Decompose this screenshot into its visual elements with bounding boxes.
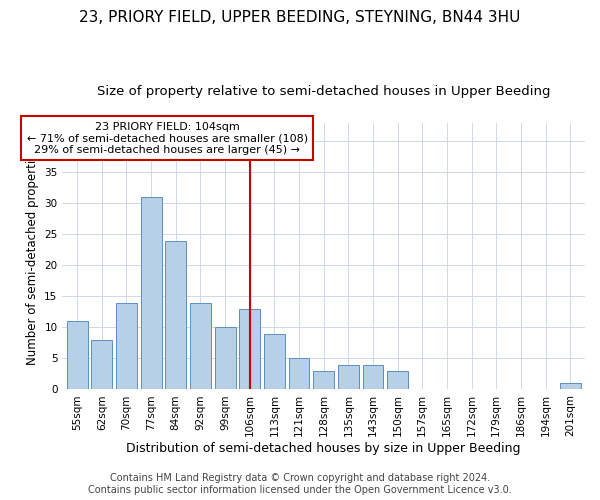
Bar: [239, 309, 260, 390]
Text: 23, PRIORY FIELD, UPPER BEEDING, STEYNING, BN44 3HU: 23, PRIORY FIELD, UPPER BEEDING, STEYNIN…: [79, 10, 521, 25]
X-axis label: Distribution of semi-detached houses by size in Upper Beeding: Distribution of semi-detached houses by …: [127, 442, 521, 455]
Bar: [67, 321, 88, 390]
Bar: [116, 302, 137, 390]
Bar: [289, 358, 310, 390]
Bar: [560, 384, 581, 390]
Bar: [338, 364, 359, 390]
Title: Size of property relative to semi-detached houses in Upper Beeding: Size of property relative to semi-detach…: [97, 85, 550, 98]
Text: Contains HM Land Registry data © Crown copyright and database right 2024.
Contai: Contains HM Land Registry data © Crown c…: [88, 474, 512, 495]
Bar: [264, 334, 285, 390]
Bar: [313, 371, 334, 390]
Bar: [91, 340, 112, 390]
Bar: [190, 302, 211, 390]
Bar: [140, 197, 161, 390]
Text: 23 PRIORY FIELD: 104sqm
← 71% of semi-detached houses are smaller (108)
29% of s: 23 PRIORY FIELD: 104sqm ← 71% of semi-de…: [26, 122, 308, 155]
Bar: [165, 240, 186, 390]
Y-axis label: Number of semi-detached properties: Number of semi-detached properties: [26, 147, 38, 366]
Bar: [387, 371, 408, 390]
Bar: [362, 364, 383, 390]
Bar: [215, 328, 236, 390]
